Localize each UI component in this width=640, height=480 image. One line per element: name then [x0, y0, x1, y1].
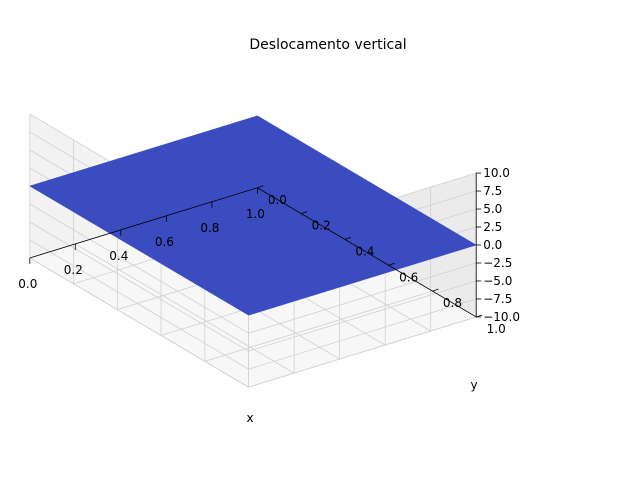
- x-tick-label: 0.2: [64, 263, 83, 277]
- y-tick-label: 1.0: [487, 322, 506, 336]
- z-gridline: [248, 262, 477, 334]
- y-tick-mark: [344, 237, 352, 240]
- x-gridline: [75, 243, 295, 374]
- chart-title: Deslocamento vertical: [249, 37, 406, 53]
- y-tick-label: 0.4: [355, 244, 374, 258]
- tick-group: 0.00.20.40.60.81.00.00.20.40.60.81.0−10.…: [18, 166, 520, 336]
- y-tick-label: 0.0: [268, 193, 287, 207]
- y-tick-mark: [432, 288, 439, 292]
- y-tick-label: 0.6: [399, 270, 418, 284]
- x-tick-label: 0.0: [18, 277, 37, 291]
- z-gridline: [248, 298, 477, 370]
- z-gridline: [29, 221, 249, 352]
- y-tick-mark: [388, 262, 395, 266]
- y-tick-mark: [257, 185, 264, 189]
- x-tick-label: 0.4: [109, 249, 128, 263]
- z-tick-label: −7.5: [483, 292, 512, 306]
- y-axis-label: y: [470, 378, 477, 392]
- z-gridline: [248, 280, 477, 352]
- y-tick-label: 0.8: [443, 296, 462, 310]
- z-gridline: [248, 316, 477, 388]
- z-tick-label: 2.5: [483, 220, 502, 234]
- z-tick-label: 7.5: [483, 184, 502, 198]
- x-axis-label: x: [246, 411, 253, 425]
- x-axis-line: [29, 187, 258, 259]
- y-tick-mark: [301, 211, 308, 214]
- x-tick-label: 0.8: [200, 221, 219, 235]
- z-gridline: [29, 239, 249, 370]
- z-gridline: [29, 257, 249, 388]
- z-tick-label: 0.0: [483, 238, 502, 252]
- y-tick-label: 0.2: [312, 219, 331, 233]
- z-tick-label: 5.0: [483, 202, 502, 216]
- y-gridline: [204, 290, 433, 362]
- x-tick-label: 1.0: [246, 207, 265, 221]
- z-tick-label: 10.0: [483, 166, 510, 180]
- z-gridline: [29, 203, 249, 334]
- z-tick-label: −10.0: [483, 310, 520, 324]
- z-tick-label: −2.5: [483, 256, 512, 270]
- x-tick-label: 0.6: [155, 235, 174, 249]
- z-tick-label: −5.0: [483, 274, 512, 288]
- y-axis-line: [257, 187, 477, 318]
